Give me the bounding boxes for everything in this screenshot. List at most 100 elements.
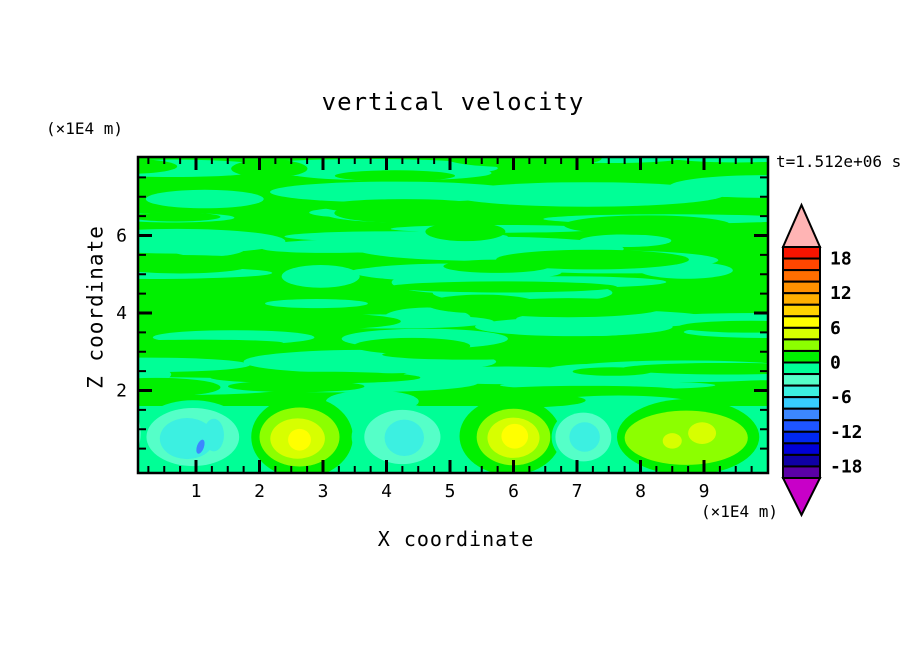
colorbar-segment [782,326,821,341]
x-axis-tick-label: 4 [381,481,392,502]
colorbar-tick-label: 6 [830,318,841,339]
colorbar: 18 12 6 0 -6 -12 -18 [781,202,863,518]
y-axis-title: Z coordinate [83,225,108,389]
texture-streak-negative [138,357,250,373]
texture-streak-positive [165,299,251,319]
texture-streak-positive [425,222,506,242]
plot-border [136,155,770,475]
updraft-x2.6-contour [288,428,311,451]
texture-streak-positive [138,377,221,397]
colorbar-under-arrow [781,477,822,518]
updraft-x8.7-contour [688,422,717,444]
colorbar-tick-label: -12 [830,422,863,443]
texture-streak-positive [572,367,652,376]
contour-field [138,157,768,473]
texture-streak-positive [138,255,249,264]
colorbar-tick-label: -6 [830,387,852,408]
colorbar-segment [782,453,821,468]
x-axis-title: X coordinate [377,527,535,551]
texture-streak-positive [138,158,178,174]
texture-streak-positive [496,249,689,270]
texture-streak-positive [382,349,557,360]
colorbar-tick-label: 0 [830,353,841,374]
x-axis-tick-label: 9 [699,481,710,502]
colorbar-segment [782,373,821,387]
texture-streak-negative [579,234,672,248]
downdraft-x1.0-contour [203,418,224,452]
texture-streak-positive [678,320,768,333]
colorbar-segment [782,407,821,422]
texture-streak-positive [138,339,284,347]
colorbar-tick-label: 18 [830,249,852,270]
z-axis-tick-label: 2 [116,381,127,402]
texture-streak-positive [296,220,374,229]
colorbar-segment [782,349,821,364]
texture-streak-negative [292,187,403,198]
x-axis-unit-label: (×1E4 m) [700,502,778,521]
texture-streak-negative [661,157,768,163]
colorbar-segment [782,396,821,410]
green-speck-contour [213,396,224,402]
time-annotation: t=1.512e+06 s [776,152,902,171]
texture-streak-negative [281,264,360,288]
x-axis-tick-label: 7 [572,481,583,502]
texture-streak-positive [227,380,365,393]
colorbar-segment [782,338,821,352]
x-axis-tick-label: 8 [635,481,646,502]
y-axis-unit-label: (×1E4 m) [46,119,124,138]
downdraft-x1.0-contour [196,439,205,454]
texture-streak-negative [475,317,673,337]
colorbar-segment [782,303,821,318]
texture-streak-positive [334,170,456,182]
colorbar-segment [782,384,821,399]
colorbar-over-arrow [781,202,822,248]
downdraft-x4.3-contour [384,419,424,456]
texture-streak-positive [219,313,401,330]
downdraft-x7.1-contour [569,422,600,452]
updraft-x6.0-contour [501,423,529,449]
tick-labels: 1 2 3 4 5 6 7 8 9 2 4 6 [116,226,709,503]
x-axis-tick-label: 1 [191,481,202,502]
updraft-x8.7-contour [662,433,682,449]
texture-streak-positive [563,215,731,235]
texture-streak-positive [389,281,617,293]
colorbar-segment [782,419,821,433]
texture-streak-positive [231,159,308,178]
colorbar-tick-label: 12 [830,283,852,304]
colorbar-segment [782,292,821,306]
texture-streak-negative [265,299,368,309]
colorbar-segment [782,361,821,376]
colorbar-segment [782,465,821,480]
texture-streak-negative [145,189,264,209]
colorbar-segment [782,246,821,260]
texture-streak-negative [350,267,438,277]
texture-streak-positive [496,385,679,394]
chart-title: vertical velocity [321,88,585,116]
x-axis-tick-label: 6 [508,481,519,502]
x-axis-tick-label: 2 [254,481,265,502]
colorbar-segment [782,315,821,329]
updraft-x8.7-contour [624,410,748,465]
x-axis-tick-label: 5 [445,481,456,502]
texture-streak-positive [334,203,469,223]
axis-ticks [139,158,767,472]
colorbar-segment [782,442,821,456]
colorbar-segment [782,430,821,445]
texture-streak-positive [210,371,421,384]
colorbar-segment [782,269,821,283]
colorbar-segment [782,257,821,272]
texture-streak-negative [450,182,725,207]
texture-streak-positive [426,294,538,314]
x-axis-tick-label: 3 [318,481,329,502]
z-axis-tick-label: 6 [116,226,127,247]
texture-streak-negative [669,175,768,198]
z-axis-tick-label: 4 [116,303,127,324]
colorbar-segment [782,280,821,295]
texture-streak-positive [446,157,602,168]
texture-streak-negative [167,239,246,257]
texture-streak-positive [621,362,768,375]
colorbar-tick-label: -18 [830,456,863,477]
texture-streak-positive [138,212,221,222]
